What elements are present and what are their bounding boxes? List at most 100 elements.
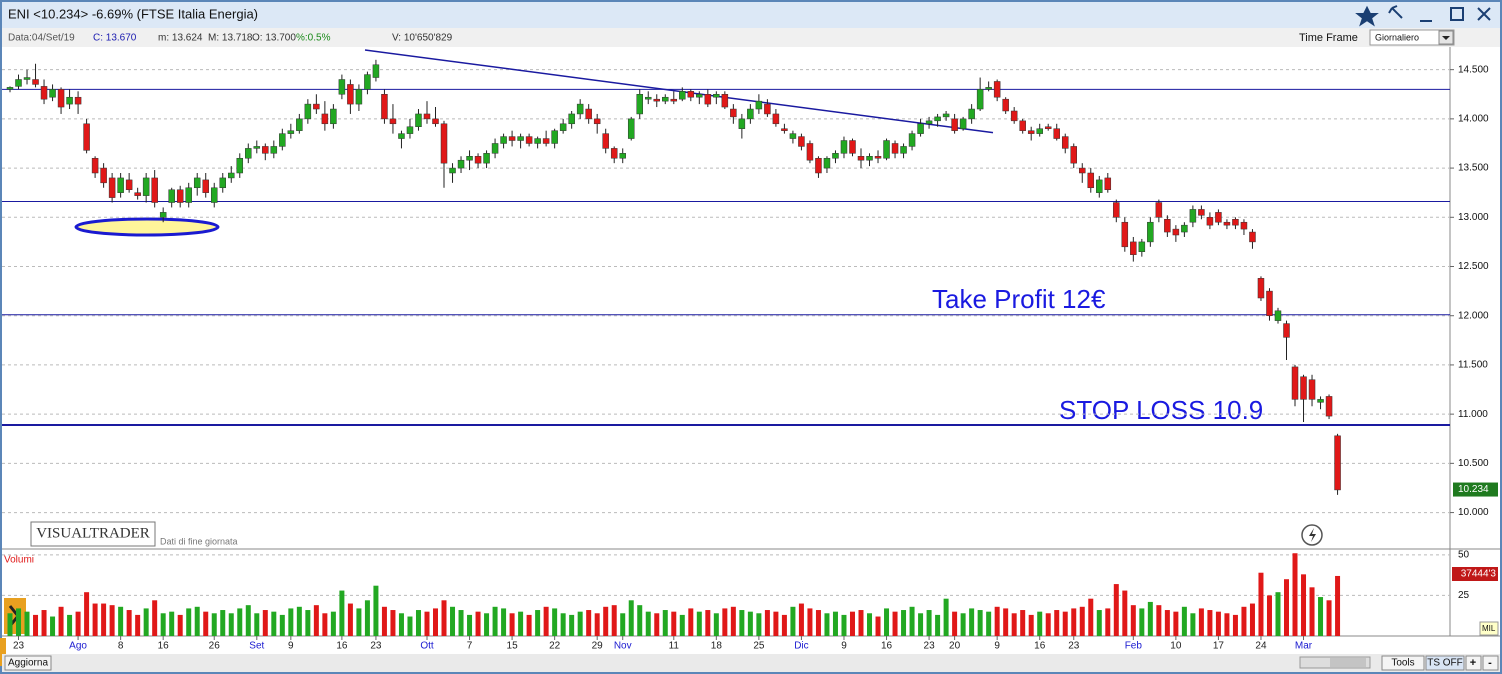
candle-body	[942, 113, 950, 118]
volume-bar	[1335, 575, 1341, 636]
x-tick-label: 16	[336, 641, 348, 652]
info-field: m: 13.624	[158, 33, 203, 44]
candle-body	[1104, 177, 1112, 190]
take-profit-label: Take Profit 12€	[932, 284, 1106, 314]
side-tab[interactable]	[0, 638, 6, 666]
volume-bar	[756, 613, 762, 636]
volume-bar	[254, 613, 260, 636]
volume-bar	[186, 608, 192, 636]
zoom-out-button[interactable]	[1482, 655, 1499, 671]
refresh-button[interactable]	[4, 655, 52, 671]
volume-bar	[305, 610, 311, 636]
maximize[interactable]	[1450, 7, 1464, 21]
volume-bar	[909, 606, 915, 636]
volume-bar	[1147, 601, 1153, 636]
refresh-label: Aggiorna	[8, 658, 48, 669]
volume-bar	[330, 611, 336, 636]
volume-bar	[288, 608, 294, 636]
volume-bar	[1190, 613, 1196, 636]
candle-body	[849, 140, 856, 154]
volume-bar	[24, 611, 30, 636]
ts-button[interactable]	[1425, 655, 1465, 671]
volume-bar	[1071, 608, 1077, 636]
window-controls[interactable]	[1355, 5, 1491, 27]
volume-bar	[892, 611, 898, 636]
pin-icon[interactable]	[1388, 5, 1403, 19]
candle-body	[474, 156, 482, 164]
volume-bar	[637, 605, 643, 636]
expand-button[interactable]	[4, 598, 26, 634]
candle-body	[662, 96, 669, 102]
candle-body	[559, 123, 567, 131]
candle-body	[330, 108, 337, 125]
volume-bar	[41, 610, 47, 636]
candle-body	[245, 148, 252, 159]
candle-body	[279, 133, 286, 147]
candle-body	[1308, 379, 1316, 400]
candle-body	[313, 103, 320, 110]
volume-bar	[1275, 592, 1281, 636]
candle-body	[1019, 120, 1026, 131]
volume-bar	[1054, 610, 1060, 636]
volume-bar	[994, 606, 1000, 636]
stop-loss-label: STOP LOSS 10.9	[1059, 395, 1263, 425]
volume-bar	[433, 608, 438, 636]
candle-body	[1087, 172, 1095, 189]
alert-icon	[1309, 528, 1316, 542]
candle-body	[32, 79, 39, 85]
x-tick-label: Mar	[1295, 641, 1313, 652]
candle-body	[738, 118, 746, 129]
x-tick-label: 25	[753, 641, 765, 652]
candle-body	[210, 187, 218, 203]
volume-bar	[152, 600, 158, 636]
candle-body	[627, 118, 635, 139]
info-field: V: 10'650'829	[392, 33, 453, 44]
y-tick-label: 10.500	[1458, 458, 1489, 469]
volume-bar	[1011, 613, 1017, 636]
mil-label: MIL	[1482, 624, 1496, 633]
candle-body	[1027, 130, 1035, 134]
volume-bar	[450, 606, 456, 636]
candle-body	[593, 118, 601, 125]
candle-body	[585, 108, 592, 120]
volume-bar	[867, 613, 873, 636]
candle-body	[176, 189, 184, 203]
candle-body	[219, 177, 226, 189]
volume-bar	[1062, 611, 1068, 636]
candle-body	[1223, 221, 1231, 226]
volume-bar	[84, 592, 90, 636]
volume-bar	[228, 613, 234, 636]
candle-body	[1215, 212, 1222, 223]
candle-body	[925, 120, 933, 125]
favorite-icon[interactable]	[1355, 5, 1379, 27]
volume-bar	[841, 614, 847, 636]
tools-button[interactable]	[1381, 655, 1425, 671]
volume-bar	[688, 608, 694, 636]
volume-bar	[126, 610, 132, 636]
close[interactable]	[1477, 7, 1491, 21]
x-tick-label: Set	[249, 641, 264, 652]
scroll-thumb[interactable]	[1330, 658, 1366, 667]
last-price-box	[1453, 482, 1498, 497]
x-tick-label: 23	[370, 641, 382, 652]
volume-bar	[160, 613, 166, 636]
candle-body	[423, 113, 431, 120]
volume-bar	[1198, 608, 1204, 636]
volume-bar	[1037, 611, 1043, 636]
zoom-in-button[interactable]	[1465, 655, 1482, 671]
volume-bar	[492, 606, 498, 636]
candle-body	[908, 133, 916, 147]
volume-bar	[109, 605, 115, 636]
volume-bar	[943, 598, 949, 636]
candle-body	[1334, 435, 1341, 491]
info-field: M: 13.718	[208, 33, 253, 44]
time-frame-select[interactable]	[1369, 29, 1455, 46]
candle-body	[270, 146, 278, 154]
volume-bar	[322, 613, 328, 636]
candle-body	[517, 136, 524, 141]
volume-bar	[211, 613, 217, 636]
volume-bar	[594, 613, 600, 636]
candle-body	[619, 153, 626, 159]
candle-body	[968, 108, 975, 120]
x-tick-label: 17	[1213, 641, 1225, 652]
